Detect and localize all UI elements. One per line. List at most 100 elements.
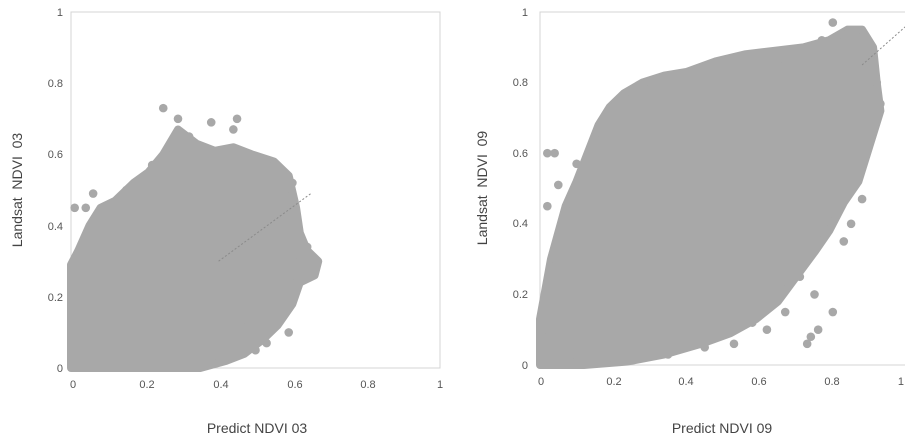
x-tick-label: 0 bbox=[70, 379, 76, 391]
x-tick-label: 1 bbox=[898, 376, 904, 388]
data-point bbox=[872, 78, 882, 87]
data-point bbox=[136, 175, 146, 184]
data-point bbox=[608, 110, 618, 119]
data-point bbox=[813, 325, 823, 335]
data-point bbox=[550, 261, 559, 271]
data-point bbox=[543, 148, 552, 158]
data-point bbox=[608, 353, 618, 363]
plot-area-frame bbox=[539, 11, 905, 366]
data-point bbox=[288, 178, 297, 188]
y-tick-labels: 0 0.2 0.4 0.6 0.8 1 bbox=[48, 7, 63, 375]
data-point bbox=[147, 160, 157, 170]
x-tick-label: 0.8 bbox=[360, 379, 375, 391]
data-point bbox=[773, 60, 783, 70]
y-tick-label: 0 bbox=[57, 363, 63, 375]
y-tick-label: 0.4 bbox=[48, 221, 63, 233]
data-point bbox=[543, 290, 552, 299]
x-tick-label: 0.2 bbox=[606, 376, 621, 388]
points-layer bbox=[539, 18, 885, 366]
data-point bbox=[729, 339, 739, 349]
data-point bbox=[88, 189, 98, 198]
y-axis-title: Landsat NDVI 09 bbox=[474, 131, 490, 246]
data-point bbox=[277, 167, 286, 177]
data-cloud-layer bbox=[67, 125, 323, 372]
data-point bbox=[839, 237, 849, 246]
data-point bbox=[251, 345, 260, 355]
y-tick-label: 0.6 bbox=[513, 148, 528, 160]
y-tick-label: 0.2 bbox=[513, 289, 528, 301]
data-point bbox=[828, 18, 838, 27]
y-tick-label: 0 bbox=[522, 360, 528, 372]
data-point bbox=[229, 125, 238, 134]
y-tick-label: 0.6 bbox=[48, 149, 63, 161]
data-point bbox=[550, 148, 559, 158]
x-tick-labels: 0 0.2 0.4 0.6 0.8 1 bbox=[70, 379, 443, 391]
x-tick-label: 1 bbox=[437, 379, 443, 391]
data-point bbox=[645, 85, 655, 94]
data-point bbox=[214, 167, 223, 177]
y-axis-title: Landsat NDVI 03 bbox=[9, 133, 25, 248]
x-axis-title: Predict NDVI 03 bbox=[207, 420, 308, 436]
y-tick-label: 0.8 bbox=[513, 77, 528, 89]
data-point bbox=[700, 64, 709, 73]
data-point bbox=[122, 185, 131, 195]
points-layer bbox=[70, 103, 319, 362]
data-point bbox=[762, 325, 772, 335]
data-point bbox=[663, 350, 673, 359]
data-point bbox=[306, 253, 316, 262]
x-tick-label: 0.6 bbox=[751, 376, 766, 388]
plot-area-frame bbox=[70, 11, 441, 369]
x-tick-label: 0 bbox=[538, 376, 544, 388]
x-tick-label: 0.8 bbox=[824, 376, 839, 388]
data-point bbox=[81, 203, 91, 213]
data-point bbox=[876, 99, 885, 109]
trendline-layer bbox=[861, 26, 905, 66]
y-tick-label: 0.2 bbox=[48, 292, 63, 304]
trendline-layer bbox=[218, 193, 312, 262]
x-tick-labels: 0 0.2 0.4 0.6 0.8 1 bbox=[538, 376, 904, 388]
data-point bbox=[780, 307, 790, 317]
data-point bbox=[173, 114, 183, 124]
trendline bbox=[861, 26, 905, 66]
x-tick-label: 0.4 bbox=[213, 379, 228, 391]
data-point bbox=[184, 132, 194, 141]
data-point bbox=[795, 272, 805, 282]
data-point bbox=[857, 194, 867, 204]
data-point bbox=[103, 214, 113, 223]
chart-panel-ndvi-09: 0 0.2 0.4 0.6 0.8 1 0 0.2 0.4 0.6 0.8 1 … bbox=[474, 7, 905, 436]
data-point bbox=[572, 159, 581, 169]
data-point bbox=[221, 353, 231, 362]
x-tick-label: 0.2 bbox=[139, 379, 154, 391]
data-point bbox=[590, 134, 600, 144]
data-point bbox=[232, 114, 242, 124]
point-cloud bbox=[536, 25, 885, 369]
point-cloud bbox=[67, 125, 323, 372]
data-point bbox=[291, 278, 301, 287]
data-point bbox=[846, 219, 856, 229]
data-point bbox=[192, 185, 201, 195]
data-point bbox=[543, 201, 552, 211]
data-point bbox=[791, 50, 801, 59]
x-axis-title: Predict NDVI 09 bbox=[672, 420, 773, 436]
data-point bbox=[572, 357, 581, 366]
data-point bbox=[667, 78, 677, 87]
data-point bbox=[262, 338, 271, 348]
data-point bbox=[269, 160, 279, 170]
y-tick-label: 0.4 bbox=[513, 218, 528, 230]
data-point bbox=[868, 110, 878, 119]
y-tick-label: 0.8 bbox=[48, 78, 63, 90]
data-point bbox=[166, 142, 175, 152]
data-point bbox=[865, 50, 874, 59]
y-tick-labels: 0 0.2 0.4 0.6 0.8 1 bbox=[513, 7, 528, 372]
data-point bbox=[310, 264, 319, 273]
chart-panel-ndvi-03: 0 0.2 0.4 0.6 0.8 1 0 0.2 0.4 0.6 0.8 1 … bbox=[9, 7, 443, 436]
data-cloud-layer bbox=[536, 25, 885, 369]
data-point bbox=[857, 32, 867, 42]
data-point bbox=[802, 339, 812, 349]
data-point bbox=[828, 307, 838, 317]
data-point bbox=[627, 99, 636, 109]
data-point bbox=[810, 290, 819, 299]
y-tick-label: 1 bbox=[57, 7, 63, 19]
data-point bbox=[214, 342, 223, 351]
